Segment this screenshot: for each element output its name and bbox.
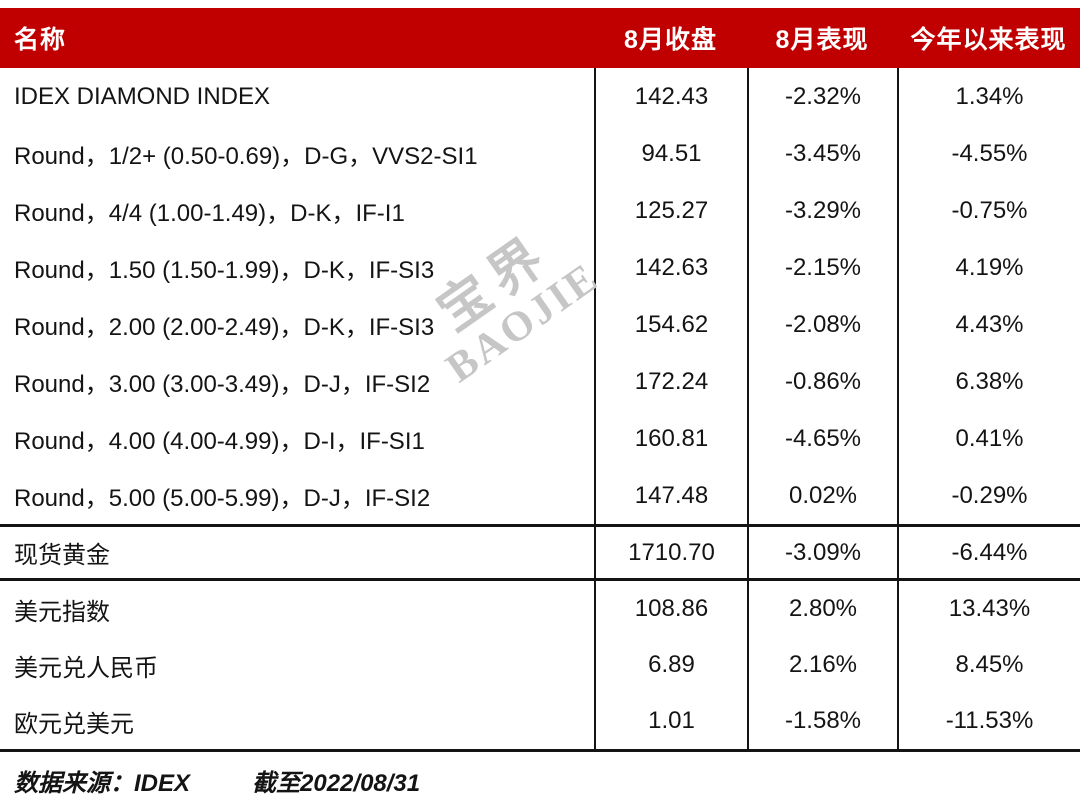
cell-name: Round，4/4 (1.00-1.49)，D-K，IF-I1 bbox=[14, 200, 405, 227]
cell-value: -0.29% bbox=[897, 467, 1080, 524]
cell-value: -1.58% bbox=[747, 693, 897, 749]
cell-value: -0.75% bbox=[897, 182, 1080, 239]
cell-value: 4.43% bbox=[897, 296, 1080, 353]
cell-value: 2.16% bbox=[747, 637, 897, 693]
table-row: Round，1/2+ (0.50-0.69)，D-G，VVS2-SI1 94.51… bbox=[0, 125, 1080, 182]
column-header-august-close: 8月收盘 bbox=[624, 26, 717, 54]
table-row: Round，3.00 (3.00-3.49)，D-J，IF-SI2 172.24-… bbox=[0, 353, 1080, 410]
cell-name: 美元指数 bbox=[14, 598, 110, 626]
cell-value: 94.51 bbox=[594, 125, 747, 182]
cell-value: -3.09% bbox=[747, 527, 897, 578]
cell-value: 125.27 bbox=[594, 182, 747, 239]
cell-value: 0.41% bbox=[897, 410, 1080, 467]
column-header-name: 名称 bbox=[14, 26, 67, 54]
cell-value: 1.34% bbox=[897, 68, 1080, 125]
cell-name: Round，1.50 (1.50-1.99)，D-K，IF-SI3 bbox=[14, 257, 435, 284]
column-header-august-performance: 8月表现 bbox=[775, 26, 869, 54]
cell-value: 6.38% bbox=[897, 353, 1080, 410]
cell-value: -3.45% bbox=[747, 125, 897, 182]
cell-value: 142.43 bbox=[594, 68, 747, 125]
cell-value: 13.43% bbox=[897, 581, 1080, 637]
section-diamond: IDEX DIAMOND INDEX 142.43 -2.32% 1.34% Round… bbox=[0, 68, 1080, 524]
cell-name: Round，1/2+ (0.50-0.69)，D-G，VVS2-SI1 bbox=[14, 143, 478, 170]
section-fx: 美元指数 108.86 2.80% 13.43% 美元兑人民币 6.89 2.16% 8.45… bbox=[0, 581, 1080, 752]
cell-value: 1710.70 bbox=[594, 527, 747, 578]
cell-value: -0.86% bbox=[747, 353, 897, 410]
cell-value: -2.08% bbox=[747, 296, 897, 353]
table-row: Round，4/4 (1.00-1.49)，D-K，IF-I1 125.27 -3.… bbox=[0, 182, 1080, 239]
table-body: IDEX DIAMOND INDEX 142.43 -2.32% 1.34% Round… bbox=[0, 68, 1080, 752]
cell-value: 8.45% bbox=[897, 637, 1080, 693]
table-row: 欧元兑美元 1.01 -1.58% -11.53% bbox=[0, 693, 1080, 749]
table-footer: 数据来源：IDEX 截至2022/08/31 bbox=[14, 763, 420, 798]
cell-value: 160.81 bbox=[594, 410, 747, 467]
cell-name: 欧元兑美元 bbox=[14, 710, 134, 738]
table-row: Round，2.00 (2.00-2.49)，D-K，IF-SI3 154.62-… bbox=[0, 296, 1080, 353]
as-of-date-label: 截至2022/08/31 bbox=[252, 770, 421, 797]
cell-value: -4.55% bbox=[897, 125, 1080, 182]
cell-value: 6.89 bbox=[594, 637, 747, 693]
table-row: Round，4.00 (4.00-4.99)，D-I，IF-SI1 160.81-… bbox=[0, 410, 1080, 467]
column-header-ytd-performance: 今年以来表现 bbox=[910, 26, 1067, 54]
table-row: Round，5.00 (5.00-5.99)，D-J，IF-SI2 147.48 0… bbox=[0, 467, 1080, 524]
cell-value: 172.24 bbox=[594, 353, 747, 410]
cell-value: 4.19% bbox=[897, 239, 1080, 296]
cell-value: -4.65% bbox=[747, 410, 897, 467]
section-gold: 现货黄金 1710.70 -3.09% -6.44% bbox=[0, 524, 1080, 581]
cell-value: 147.48 bbox=[594, 467, 747, 524]
cell-value: -2.32% bbox=[747, 68, 897, 125]
cell-value: 0.02% bbox=[747, 467, 897, 524]
cell-name: Round，5.00 (5.00-5.99)，D-J，IF-SI2 bbox=[14, 485, 431, 512]
cell-value: -6.44% bbox=[897, 527, 1080, 578]
cell-name: 美元兑人民币 bbox=[14, 654, 158, 682]
table-row: Round，1.50 (1.50-1.99)，D-K，IF-SI3 142.63-… bbox=[0, 239, 1080, 296]
table-row: 现货黄金 1710.70 -3.09% -6.44% bbox=[0, 527, 1080, 578]
cell-value: 154.62 bbox=[594, 296, 747, 353]
cell-value: 108.86 bbox=[594, 581, 747, 637]
table-row: 美元指数 108.86 2.80% 13.43% bbox=[0, 581, 1080, 637]
table-row: IDEX DIAMOND INDEX 142.43 -2.32% 1.34% bbox=[0, 68, 1080, 125]
data-source-label: 数据来源：IDEX bbox=[14, 770, 191, 797]
cell-value: -3.29% bbox=[747, 182, 897, 239]
cell-value: 1.01 bbox=[594, 693, 747, 749]
cell-value: -2.15% bbox=[747, 239, 897, 296]
cell-name: IDEX DIAMOND INDEX bbox=[14, 82, 271, 110]
table-header: 名称 8月收盘 8月表现 今年以来表现 bbox=[0, 8, 1080, 68]
cell-value: -11.53% bbox=[897, 693, 1080, 749]
cell-name: Round，3.00 (3.00-3.49)，D-J，IF-SI2 bbox=[14, 371, 431, 398]
cell-name: Round，4.00 (4.00-4.99)，D-I，IF-SI1 bbox=[14, 428, 425, 455]
table-row: 美元兑人民币 6.89 2.16% 8.45% bbox=[0, 637, 1080, 693]
cell-value: 2.80% bbox=[747, 581, 897, 637]
cell-name: Round，2.00 (2.00-2.49)，D-K，IF-SI3 bbox=[14, 314, 435, 341]
cell-value: 142.63 bbox=[594, 239, 747, 296]
cell-name: 现货黄金 bbox=[14, 542, 110, 569]
